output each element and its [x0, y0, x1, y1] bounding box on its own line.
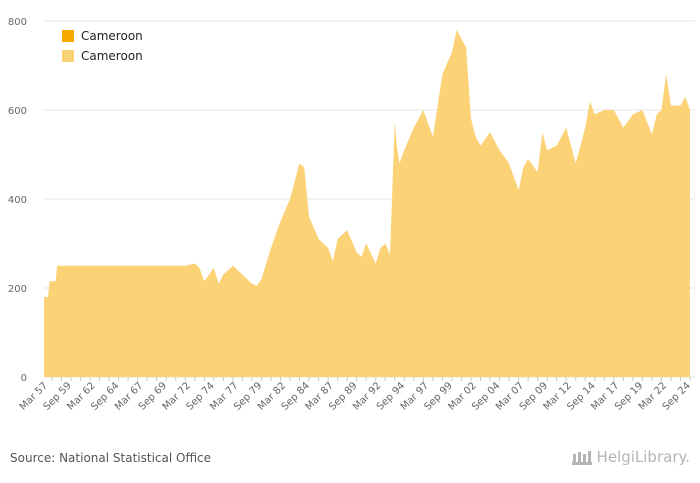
y-tick-label-800: 800 [8, 17, 27, 28]
y-tick-label-400: 400 [8, 195, 27, 206]
brand-logo: HelgiLibrary. [571, 448, 690, 466]
legend-label-1: Cameroon [81, 49, 143, 63]
legend-label-0: Cameroon [81, 29, 143, 43]
area-series-0 [44, 29, 690, 378]
legend-swatch-1 [62, 50, 74, 62]
legend-swatch-0 [62, 30, 74, 42]
brand-name: HelgiLibrary. [596, 448, 690, 466]
y-tick-label-0: 0 [21, 373, 27, 384]
y-tick-label-600: 600 [8, 106, 27, 117]
source-note: Source: National Statistical Office [10, 451, 212, 465]
y-tick-label-200: 200 [8, 284, 27, 295]
library-icon [571, 451, 592, 465]
